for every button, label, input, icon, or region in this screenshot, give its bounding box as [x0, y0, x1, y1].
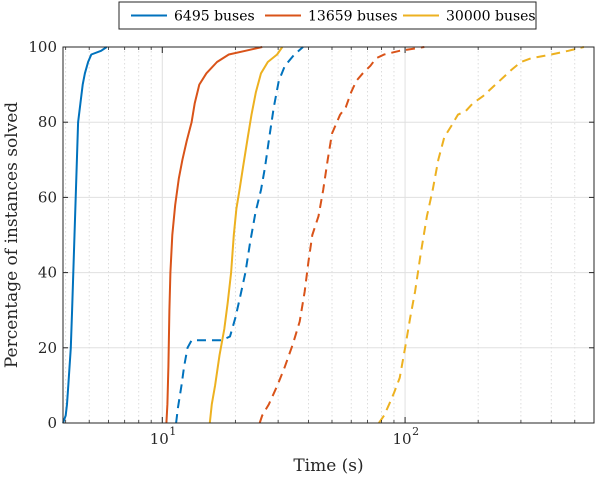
plot-area [63, 47, 594, 423]
x-tick-label: 10 [393, 430, 412, 448]
axes [62, 46, 595, 424]
x-tick-exponent: 2 [412, 425, 419, 438]
series-line-2 [165, 46, 263, 424]
legend-label: 13659 buses [308, 9, 398, 25]
grid [63, 46, 594, 424]
x-tick-exponent: 1 [169, 425, 176, 438]
series-line-5-dashed [258, 46, 425, 424]
y-tick-label: 40 [38, 264, 57, 282]
y-tick-label: 0 [47, 414, 57, 432]
series-line-4-dashed [175, 46, 304, 424]
y-tick-label: 80 [38, 113, 57, 131]
x-tick-label: 10 [150, 430, 169, 448]
legend: 6495 buses 13659 buses 30000 buses [118, 1, 537, 30]
series-line-3 [208, 46, 284, 424]
series-line-6-dashed [378, 46, 585, 424]
legend-box [118, 1, 537, 30]
x-axis-title: Time (s) [293, 456, 363, 476]
series-layer [62, 46, 585, 424]
y-tick-label: 60 [38, 188, 57, 206]
series-line-1 [62, 46, 108, 424]
axes-box [62, 46, 595, 424]
y-axis-title: Percentage of instances solved [2, 102, 22, 368]
y-tick-label: 20 [38, 339, 57, 357]
legend-label: 6495 buses [174, 9, 255, 25]
y-tick-label: 100 [28, 38, 57, 56]
legend-label: 30000 buses [446, 9, 536, 25]
